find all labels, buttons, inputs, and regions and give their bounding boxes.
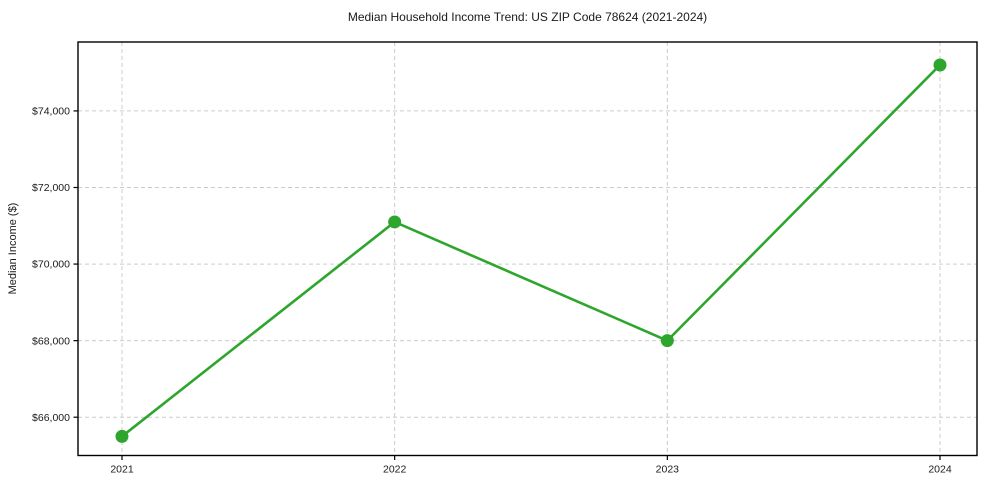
y-axis-label: Median Income ($) xyxy=(7,203,19,295)
axes-spines xyxy=(77,41,978,457)
data-point-marker xyxy=(115,429,129,443)
x-tick-label: 2023 xyxy=(656,464,680,476)
y-tick-label: $74,000 xyxy=(32,106,70,118)
x-tick-label: 2024 xyxy=(928,464,952,476)
trend-line xyxy=(120,63,942,438)
data-point-marker xyxy=(388,215,402,229)
y-tick-label: $66,000 xyxy=(32,412,70,424)
x-tick-label: 2021 xyxy=(110,464,134,476)
y-tick-label: $68,000 xyxy=(32,335,70,347)
chart-title: Median Household Income Trend: US ZIP Co… xyxy=(348,10,707,24)
y-tick-label: $70,000 xyxy=(32,259,70,271)
y-tick-label: $72,000 xyxy=(32,182,70,194)
x-tick-label: 2022 xyxy=(383,464,407,476)
data-point-marker xyxy=(933,58,947,72)
plot-area: $66,000 $68,000 $70,000 $72,000 $74,000 2021 2… xyxy=(32,41,978,476)
data-point-marker xyxy=(660,334,674,348)
